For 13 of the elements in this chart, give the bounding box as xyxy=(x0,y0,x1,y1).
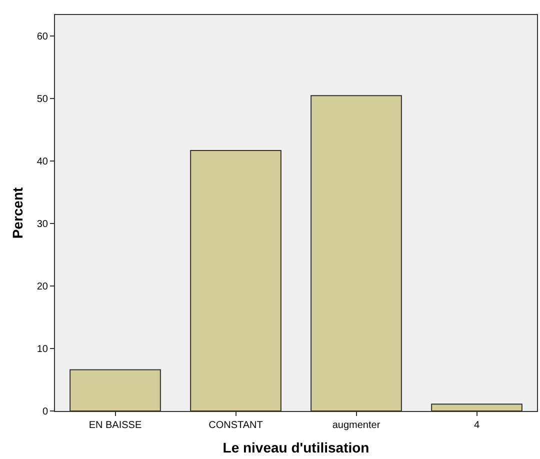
y-tick-label: 40 xyxy=(36,156,48,168)
y-tick-label: 60 xyxy=(36,32,48,43)
x-tick-label: EN BAISSE xyxy=(88,420,142,431)
x-tick-label: CONSTANT xyxy=(208,420,263,431)
y-tick-label: 30 xyxy=(36,219,48,230)
x-axis-title: Le niveau d'utilisation xyxy=(222,439,370,456)
y-tick-label: 10 xyxy=(36,344,48,356)
y-tick-label: 0 xyxy=(42,406,48,418)
y-tick-label: 50 xyxy=(36,94,48,106)
x-tick-label: augmenter xyxy=(332,420,381,431)
y-axis-title: Percent xyxy=(9,186,26,239)
y-tick-label: 20 xyxy=(36,282,48,293)
x-tick-label: 4 xyxy=(474,420,480,431)
